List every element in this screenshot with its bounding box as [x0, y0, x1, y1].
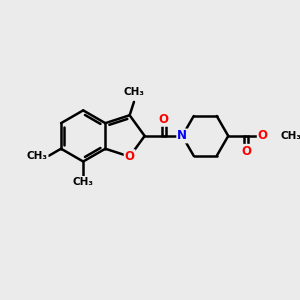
Text: O: O: [159, 113, 169, 126]
Text: CH₃: CH₃: [73, 177, 94, 187]
Text: O: O: [124, 150, 135, 163]
Text: O: O: [241, 145, 251, 158]
Text: O: O: [258, 129, 268, 142]
Text: CH₃: CH₃: [124, 87, 145, 97]
Text: N: N: [177, 129, 187, 142]
Text: CH₃: CH₃: [280, 131, 300, 141]
Text: CH₃: CH₃: [27, 151, 48, 161]
